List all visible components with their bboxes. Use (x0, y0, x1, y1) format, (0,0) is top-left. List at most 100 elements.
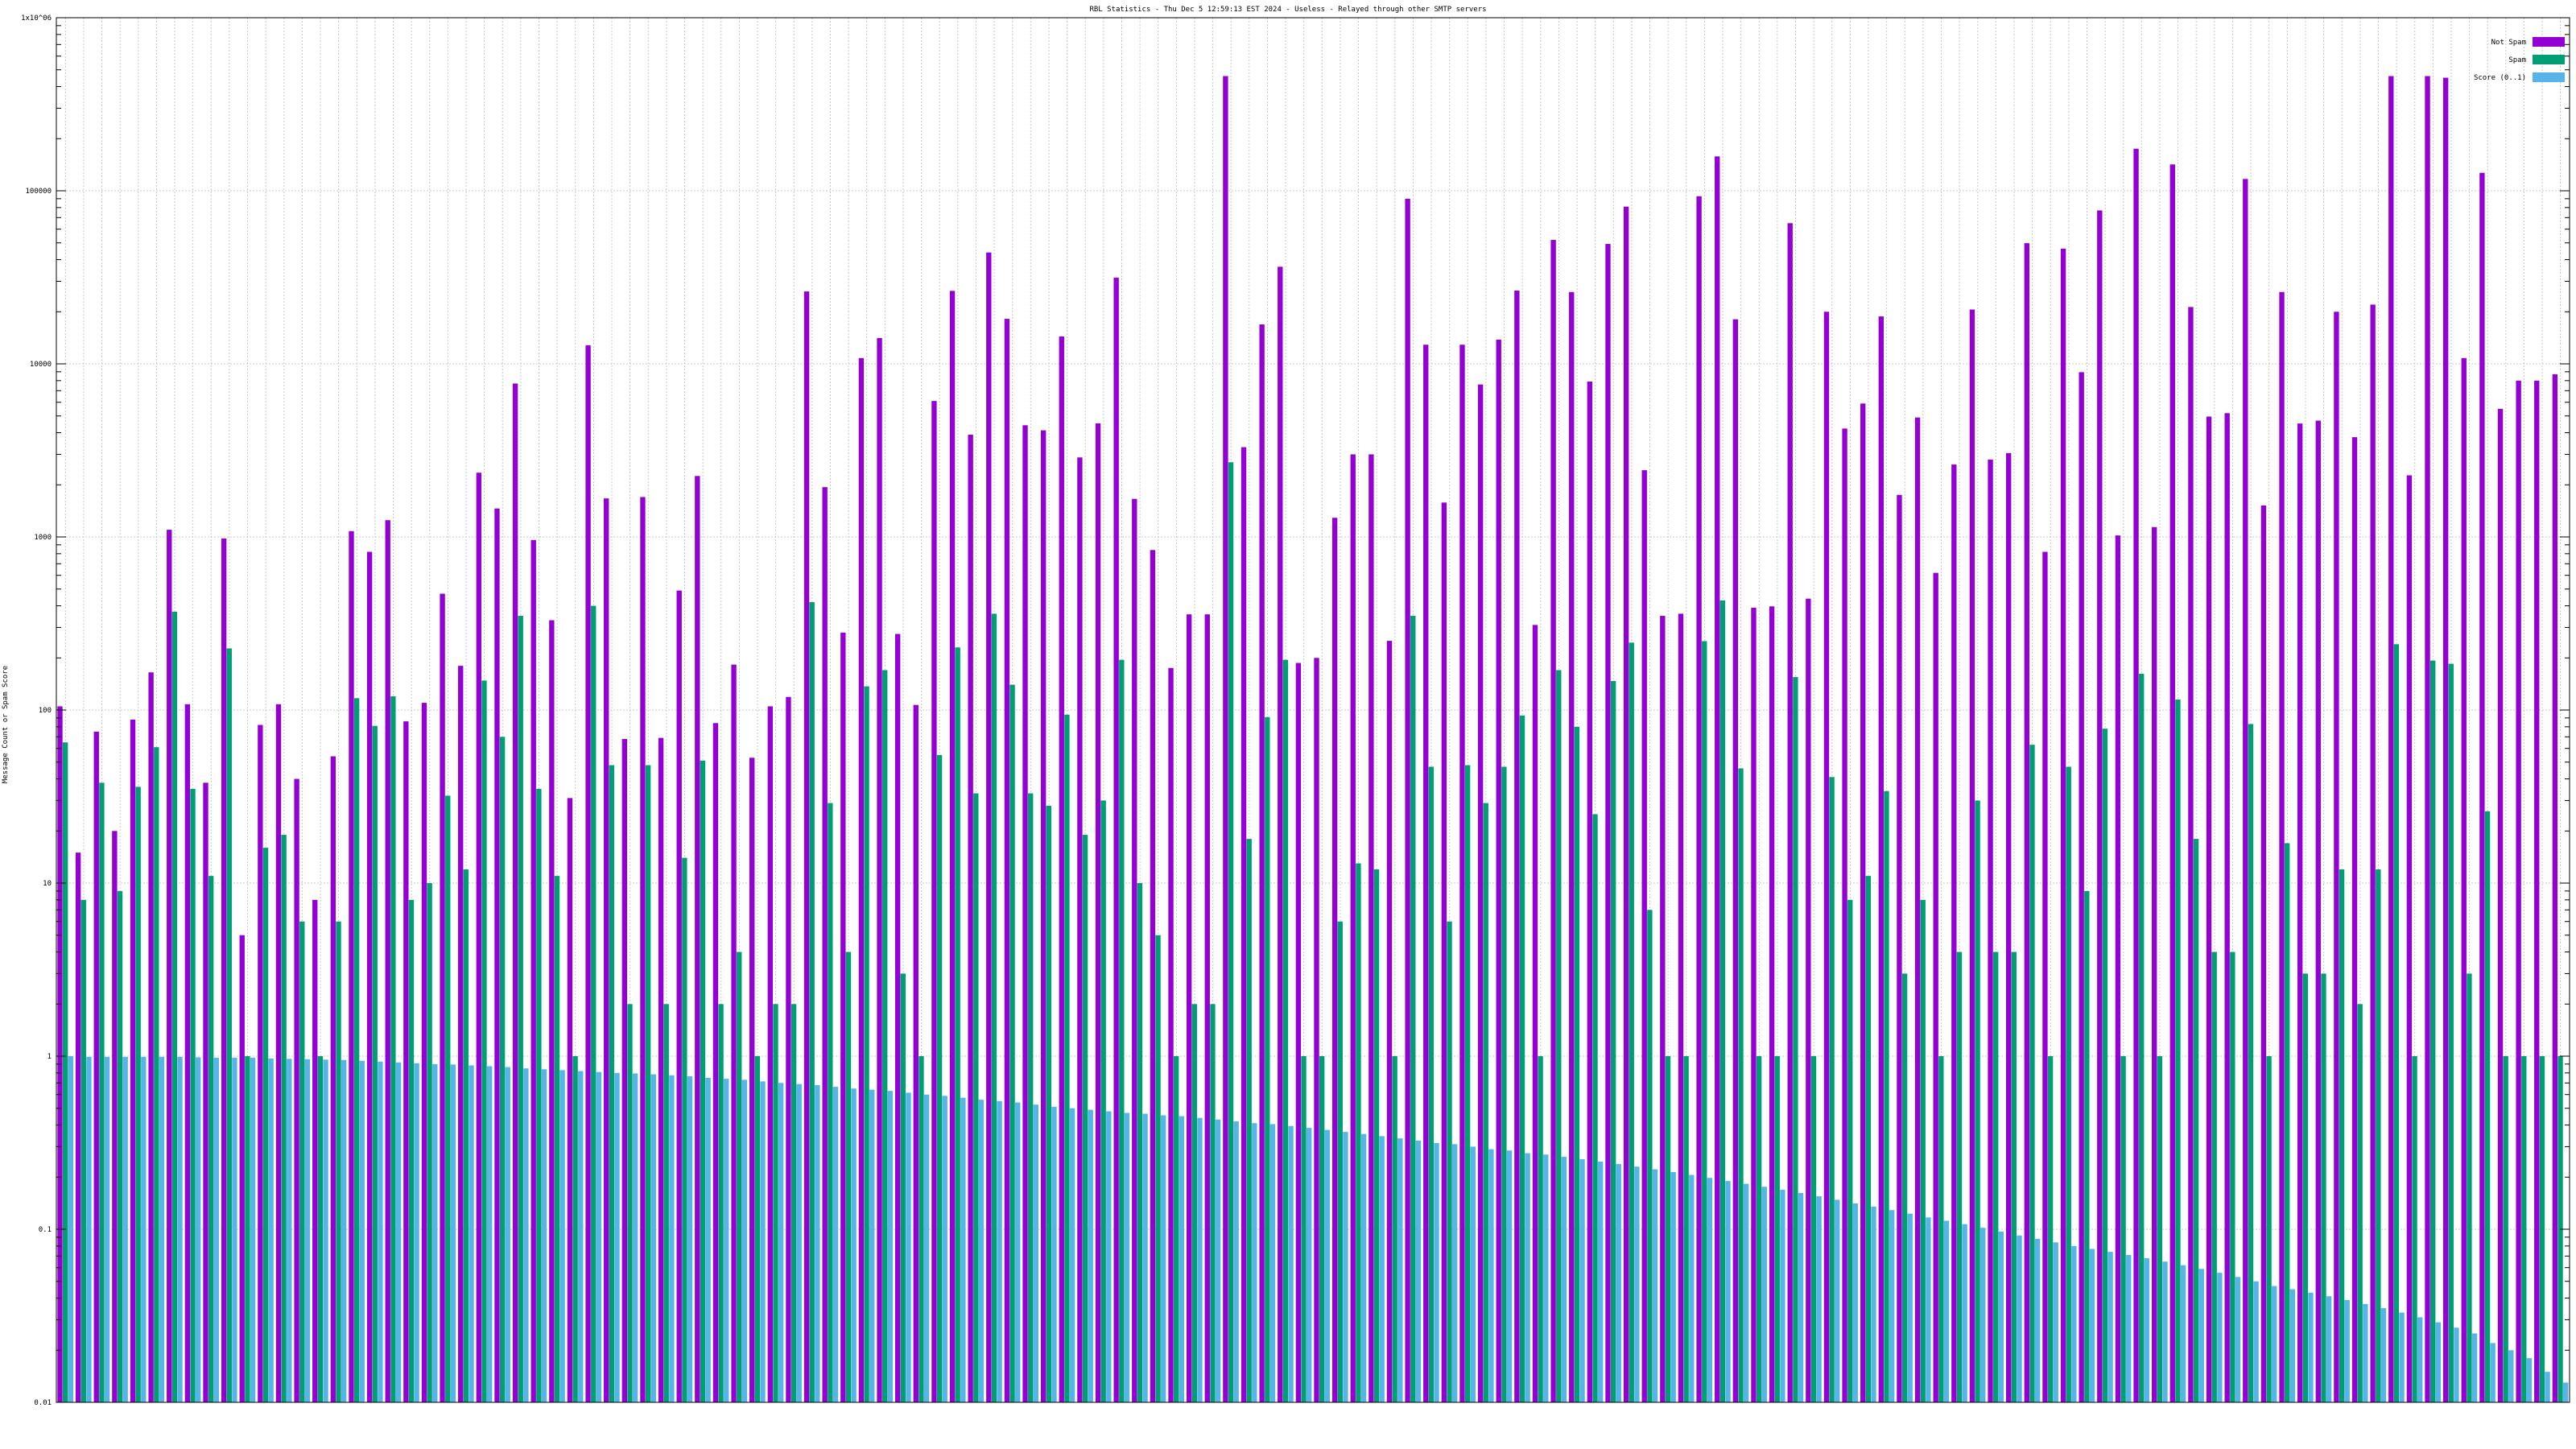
bar-score-0-1 (923, 1094, 930, 1402)
bar-spam (1319, 1056, 1325, 1402)
bar-not-spam (1077, 457, 1083, 1402)
bar-not-spam (1095, 423, 1101, 1402)
bar-not-spam (93, 731, 99, 1402)
bar-not-spam (1569, 291, 1575, 1402)
bar-spam (1702, 641, 1707, 1402)
bar-spam (1282, 659, 1289, 1402)
bar-spam (1082, 835, 1088, 1402)
bar-score-0-1 (2289, 1289, 2296, 1402)
bar-score-0-1 (997, 1100, 1002, 1402)
bar-not-spam (275, 704, 282, 1402)
bar-spam (737, 952, 742, 1402)
bar-score-0-1 (1725, 1181, 1731, 1402)
bar-spam (2357, 1004, 2363, 1402)
bar-spam (1119, 659, 1125, 1402)
bar-spam (828, 803, 833, 1402)
bar-not-spam (621, 739, 628, 1402)
bar-spam (171, 611, 178, 1402)
bar-not-spam (1441, 502, 1447, 1402)
bar-score-0-1 (2126, 1254, 2132, 1402)
bar-spam (1265, 716, 1270, 1402)
bar-spam (2230, 952, 2235, 1402)
y-tick-label: 0.1 (39, 1226, 52, 1234)
bar-not-spam (1278, 266, 1283, 1403)
bar-score-0-1 (851, 1088, 857, 1402)
bar-spam (773, 1004, 778, 1402)
bar-score-0-1 (1907, 1213, 1913, 1402)
bar-not-spam (2243, 179, 2248, 1402)
bar-score-0-1 (705, 1077, 711, 1402)
bar-score-0-1 (2344, 1299, 2350, 1402)
bar-score-0-1 (1269, 1124, 1276, 1402)
bar-score-0-1 (2071, 1245, 2077, 1402)
bar-spam (463, 869, 469, 1402)
bar-spam (1046, 805, 1051, 1402)
bar-not-spam (403, 721, 409, 1402)
bar-spam (1501, 766, 1507, 1402)
bar-not-spam (1806, 598, 1811, 1402)
bar-score-0-1 (2253, 1281, 2259, 1402)
bar-not-spam (2115, 535, 2121, 1403)
bar-spam (718, 1004, 724, 1402)
bar-not-spam (858, 357, 865, 1402)
bar-score-0-1 (906, 1092, 911, 1402)
bar-not-spam (986, 252, 992, 1402)
bar-score-0-1 (1943, 1220, 1950, 1402)
bar-spam (2429, 660, 2436, 1402)
bar-score-0-1 (2180, 1265, 2186, 1402)
bar-score-0-1 (1434, 1142, 1439, 1402)
bar-spam (1556, 670, 1562, 1402)
bar-spam (1373, 869, 1380, 1402)
bar-score-0-1 (1161, 1115, 1166, 1402)
bar-spam (2467, 973, 2472, 1402)
bar-score-0-1 (2563, 1382, 2569, 1402)
bar-score-0-1 (1689, 1174, 1695, 1402)
bar-spam (1301, 1056, 1307, 1402)
bar-not-spam (894, 634, 901, 1402)
bar-not-spam (1823, 312, 1830, 1402)
bar-spam (2029, 745, 2035, 1402)
legend: Not Spam Spam Score (0..1) (2474, 37, 2565, 82)
bar-spam (2193, 839, 2199, 1402)
bar-not-spam (112, 831, 118, 1402)
bar-score-0-1 (2217, 1273, 2223, 1402)
bar-spam (864, 686, 869, 1402)
bar-score-0-1 (1597, 1161, 1604, 1402)
bar-spam (481, 680, 487, 1402)
bar-score-0-1 (2363, 1303, 2368, 1402)
bar-not-spam (2497, 408, 2504, 1402)
bar-spam (1629, 642, 1634, 1402)
bar-spam (882, 670, 888, 1402)
bar-not-spam (803, 291, 810, 1403)
bar-not-spam (2315, 420, 2321, 1402)
legend-swatch (2533, 37, 2565, 47)
bar-spam (2448, 663, 2454, 1402)
bar-score-0-1 (122, 1056, 128, 1402)
bar-spam (1173, 1056, 1179, 1402)
bar-not-spam (549, 620, 555, 1402)
bar-spam (2339, 869, 2345, 1402)
bar-score-0-1 (2089, 1249, 2095, 1402)
bar-spam (2084, 890, 2090, 1402)
bar-not-spam (712, 723, 719, 1402)
bar-score-0-1 (1707, 1178, 1713, 1402)
bar-score-0-1 (669, 1075, 675, 1402)
bar-spam (1356, 863, 1361, 1402)
bar-spam (2248, 724, 2254, 1402)
bar-score-0-1 (687, 1076, 693, 1402)
bar-score-0-1 (1488, 1149, 1494, 1402)
bar-spam (245, 1056, 250, 1402)
y-tick-label: 1000 (34, 534, 52, 542)
bar-score-0-1 (778, 1083, 784, 1402)
bar-score-0-1 (1288, 1125, 1294, 1402)
y-tick-label: 1x10^06 (21, 14, 52, 23)
bar-spam (299, 921, 305, 1402)
bar-spam (2539, 1056, 2545, 1402)
bar-score-0-1 (2490, 1343, 2496, 1402)
bar-not-spam (2006, 452, 2012, 1403)
legend-label: Not Spam (2491, 39, 2526, 47)
bar-not-spam (1732, 319, 1739, 1402)
bar-score-0-1 (2162, 1261, 2168, 1402)
bar-score-0-1 (432, 1063, 438, 1402)
